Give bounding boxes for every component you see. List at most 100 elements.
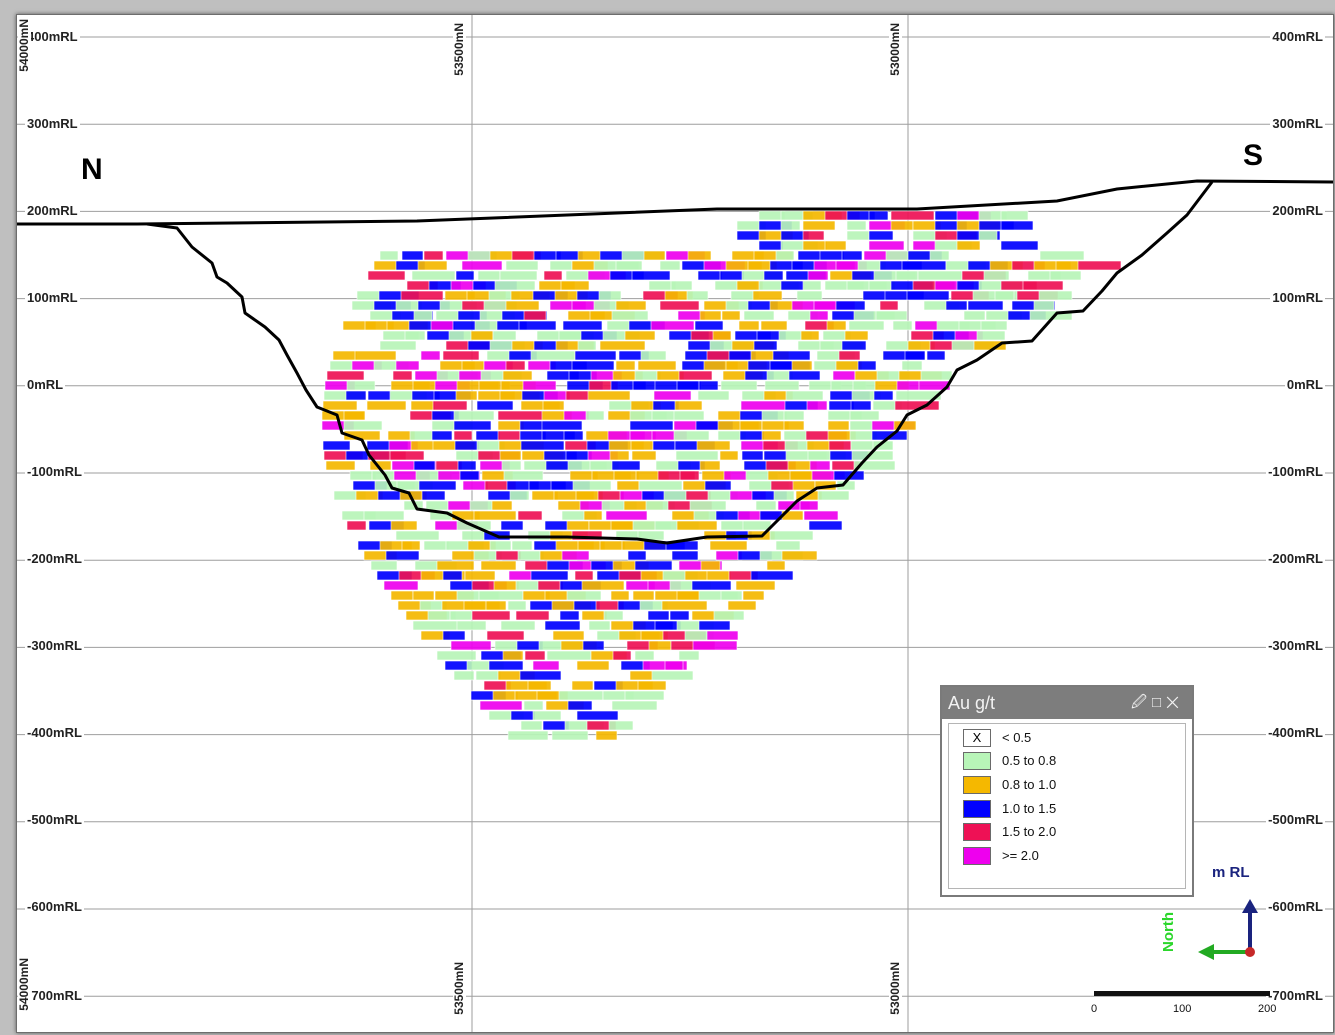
grade-block [571,530,603,541]
grade-block [383,580,419,591]
grade-block [595,730,618,741]
maximize-icon[interactable]: □ [1151,694,1167,711]
grade-block [983,270,1010,281]
grade-block [634,560,673,571]
grade-block [401,250,424,261]
grade-block [697,390,730,401]
grade-block [802,220,836,231]
legend-panel[interactable]: Au g/t 🖉□✕ X < 0.5 0.5 to 0.8 0.8 to 1.0… [940,685,1194,897]
legend-item[interactable]: 0.8 to 1.0 [957,775,1157,795]
grade-block [659,260,681,271]
section-canvas[interactable] [17,15,1333,1032]
legend-header[interactable]: Au g/t 🖉□✕ [942,687,1192,719]
grade-block [549,260,573,271]
grade-block [581,580,625,591]
grade-block [442,350,480,361]
northing-label-bottom: 54000mN [17,958,31,1011]
grade-block [470,330,494,341]
grade-block [404,330,426,341]
legend-item[interactable]: X < 0.5 [957,728,1157,748]
grade-block [994,290,1015,301]
grade-block [461,260,503,271]
grade-block [828,440,852,451]
grade-block [497,410,544,421]
grade-block [453,410,495,421]
legend-item[interactable]: 1.5 to 2.0 [957,822,1157,842]
grade-block [367,270,406,281]
rl-label-right: 100mRL [1270,290,1325,305]
grade-block [846,220,867,231]
grade-block [945,300,968,311]
grade-block [678,560,723,571]
grade-block [980,320,1008,331]
grade-block [770,480,795,491]
pin-icon[interactable]: 🖉 [1130,694,1152,711]
close-icon[interactable]: ✕ [1166,694,1184,711]
orientation-gizmo [1198,899,1258,960]
grade-block [850,400,872,411]
grade-block [967,300,1004,311]
grade-block [752,290,783,301]
grade-block [739,430,765,441]
grade-block [720,520,746,531]
rl-label-right: 0mRL [1284,377,1325,392]
grade-block [868,210,889,221]
grade-block [901,360,923,371]
rl-label-right: -300mRL [1266,638,1325,653]
grade-block [566,520,590,531]
grade-block [517,510,543,521]
grade-block [755,500,777,511]
origin-dot [1245,947,1255,957]
grade-block [486,630,525,641]
rl-label-left: 200mRL [25,203,80,218]
grade-block [841,250,863,261]
grade-block [363,510,405,521]
grade-block [462,480,489,491]
grade-block [615,260,643,271]
grade-block [761,430,782,441]
topography-surface [17,179,1333,226]
northing-label-top: 53500mN [452,23,466,76]
grade-block [1000,210,1029,221]
rl-label-right: -200mRL [1266,551,1325,566]
scale-tick-label: 0 [1091,1003,1098,1015]
grade-block [653,390,692,401]
grade-block [758,240,784,251]
grade-block [676,380,702,391]
grade-block [901,260,947,271]
grade-block [895,270,919,281]
section-viewport[interactable]: 400mRL 300mRL 200mRL 100mRL 0mRL -100mRL… [16,14,1334,1033]
grade-block [587,390,631,401]
grade-block [700,560,721,571]
legend-item-label: 0.5 to 0.8 [1002,753,1057,768]
legend-item[interactable]: 1.0 to 1.5 [957,799,1157,819]
grade-block [410,440,435,451]
grade-block [735,580,776,591]
grade-block [412,590,435,601]
legend-swatch [963,752,991,770]
grade-block [411,270,456,281]
grade-block [678,650,700,661]
legend-item[interactable]: 0.5 to 0.8 [957,751,1157,771]
legend-item[interactable]: >= 2.0 [957,846,1157,866]
grade-block [499,450,522,461]
grade-block [875,310,908,321]
grade-block [410,400,436,411]
rl-label-right: 200mRL [1270,203,1325,218]
grade-block [892,320,913,331]
grade-block [453,430,473,441]
grade-block [679,470,700,481]
grade-block [629,670,654,681]
grade-block [530,350,576,361]
grade-block [346,380,376,391]
grade-block [750,570,794,581]
grade-block [712,330,732,341]
grade-block [612,650,632,661]
grade-block [675,450,719,461]
grade-block [492,330,517,341]
grade-block [356,290,381,301]
grade-block [576,710,619,721]
grade-block [956,240,981,251]
grade-block [494,640,519,651]
grade-block [454,440,480,451]
